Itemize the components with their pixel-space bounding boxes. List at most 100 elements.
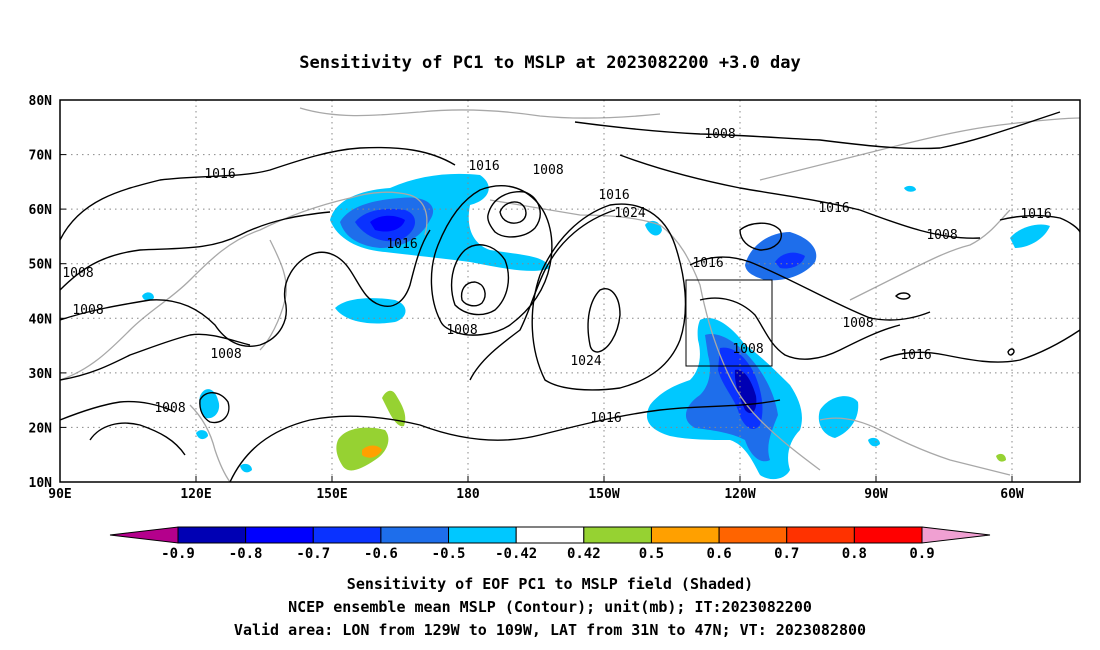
lat-label: 80N bbox=[29, 94, 53, 109]
shade-scs-dot2 bbox=[240, 463, 252, 473]
contour-low2-inner bbox=[499, 201, 527, 224]
colorbar-tick-label: 0.42 bbox=[567, 546, 601, 562]
shaded-negative-sensitivity bbox=[142, 173, 1050, 480]
lon-label: 120E bbox=[180, 487, 211, 502]
colorbar-segment bbox=[448, 526, 517, 544]
coast-asia bbox=[60, 191, 428, 381]
contour-1024-outer bbox=[531, 203, 687, 391]
contour-1024-inner bbox=[587, 288, 621, 353]
contour-label: 1008 bbox=[732, 342, 763, 357]
lat-label: 30N bbox=[29, 367, 53, 382]
contour-1008-west bbox=[60, 211, 331, 291]
contour-small-loop2 bbox=[1007, 348, 1015, 356]
contour-1008-lower bbox=[60, 333, 251, 381]
contour-label: 1016 bbox=[1020, 207, 1051, 222]
colorbar-segment bbox=[380, 526, 450, 544]
shade-greenland-dot bbox=[904, 185, 916, 192]
colorbar-segment bbox=[786, 526, 855, 544]
lat-label: 70N bbox=[29, 149, 53, 164]
colorbar-tick-label: -0.6 bbox=[364, 546, 398, 562]
shade-caribbean-dot bbox=[868, 437, 880, 447]
colorbar-segment bbox=[583, 526, 652, 544]
latitude-axis: 80N 70N 60N 50N 40N 30N 20N 10N bbox=[29, 94, 66, 491]
contour-labels: 1016 1016 1008 1008 1016 1024 1008 1016 … bbox=[62, 127, 1051, 426]
lon-label: 90E bbox=[48, 487, 71, 502]
shade-gulf bbox=[818, 396, 859, 438]
contour-1016-atlantic bbox=[879, 329, 1080, 363]
longitude-axis: 90E 120E 150E 180 150W 120W 90W 60W bbox=[48, 476, 1024, 502]
contour-label: 1016 bbox=[590, 411, 621, 426]
coast-canada-north bbox=[759, 117, 1080, 181]
contour-1008-mid bbox=[60, 229, 431, 347]
contour-low2-outer bbox=[487, 191, 541, 238]
shaded-positive-sensitivity bbox=[336, 390, 1006, 471]
contour-low-inner bbox=[460, 281, 486, 307]
shade-positive-2 bbox=[336, 427, 389, 471]
colorbar-segment bbox=[515, 526, 585, 544]
contour-label: 1008 bbox=[154, 401, 185, 416]
colorbar-tick-label: -0.8 bbox=[229, 546, 263, 562]
colorbar-segment bbox=[177, 526, 247, 544]
contour-1016-south bbox=[229, 399, 781, 482]
map-frame bbox=[59, 99, 1081, 483]
valid-area-box bbox=[685, 279, 773, 367]
contour-1016-ne bbox=[999, 214, 1080, 233]
shade-china-dot bbox=[142, 292, 154, 301]
contour-label: 1008 bbox=[210, 347, 241, 362]
coastlines bbox=[60, 107, 1080, 482]
contour-low-outer bbox=[430, 184, 553, 336]
contour-label: 1008 bbox=[62, 266, 93, 281]
contour-label: 1024 bbox=[570, 354, 601, 369]
contour-1008-mid-am bbox=[699, 297, 901, 360]
colorbar-segment bbox=[718, 526, 788, 544]
contour-label: 1008 bbox=[842, 316, 873, 331]
contour-label: 1008 bbox=[704, 127, 735, 142]
lon-label: 60W bbox=[1000, 487, 1024, 502]
lon-label: 150W bbox=[588, 487, 619, 502]
lat-label: 40N bbox=[29, 312, 53, 327]
shade-positive-dot bbox=[996, 453, 1006, 462]
contour-1016-north-am bbox=[619, 154, 981, 239]
colorbar-tick-label: 0.6 bbox=[706, 546, 731, 562]
coast-arctic bbox=[299, 107, 661, 119]
contour-label: 1016 bbox=[900, 348, 931, 363]
contour-label: 1008 bbox=[926, 228, 957, 243]
colorbar-segment bbox=[109, 526, 179, 544]
lon-label: 150E bbox=[316, 487, 347, 502]
lat-label: 50N bbox=[29, 258, 53, 273]
shade-canada-inner bbox=[775, 252, 805, 269]
colorbar-segment bbox=[245, 526, 314, 544]
colorbar-tick-label: 0.9 bbox=[909, 546, 934, 562]
colorbar-tick-label: 0.8 bbox=[842, 546, 867, 562]
colorbar-segment bbox=[853, 526, 923, 544]
colorbar-segment bbox=[650, 526, 720, 544]
map-area bbox=[60, 100, 1080, 482]
contour-label: 1008 bbox=[72, 303, 103, 318]
contour-1008-sw bbox=[60, 400, 176, 421]
contour-label: 1016 bbox=[692, 256, 723, 271]
contour-label: 1016 bbox=[818, 201, 849, 216]
coast-namerica-west bbox=[489, 199, 821, 471]
contour-canada-low bbox=[739, 222, 782, 251]
mslp-contours bbox=[60, 111, 1080, 482]
contour-taiwan bbox=[199, 392, 230, 424]
contour-1016-mid bbox=[469, 209, 616, 381]
coast-scs bbox=[189, 404, 231, 482]
shade-canada bbox=[745, 232, 817, 281]
shade-kamchatka-core bbox=[370, 215, 405, 232]
colorbar-segment bbox=[921, 526, 991, 544]
footer-line-2: NCEP ensemble mean MSLP (Contour); unit(… bbox=[288, 598, 812, 616]
colorbar-tick-label: -0.9 bbox=[161, 546, 195, 562]
contour-label: 1016 bbox=[598, 188, 629, 203]
contour-1016-north bbox=[60, 146, 456, 241]
contour-low-mid bbox=[450, 244, 510, 316]
lon-label: 120W bbox=[724, 487, 755, 502]
colorbar: -0.9 -0.8 -0.7 -0.6 -0.5 -0.42 0.42 0.5 0.6 0.7 0.… bbox=[109, 526, 991, 562]
gridlines bbox=[60, 100, 1080, 482]
lon-label: 90W bbox=[864, 487, 888, 502]
coast-japan-sea bbox=[259, 239, 287, 351]
map-title: Sensitivity of PC1 to MSLP at 2023082200… bbox=[299, 53, 801, 73]
shade-npac-small bbox=[335, 298, 406, 324]
shade-positive-orange bbox=[362, 445, 382, 458]
